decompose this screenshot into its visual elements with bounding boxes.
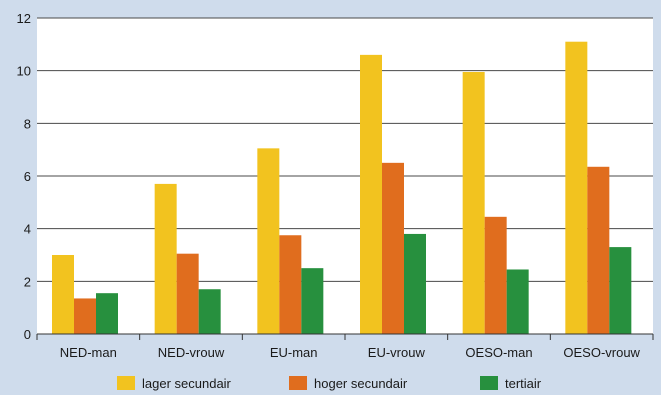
bar: [587, 166, 610, 334]
y-tick-label: 4: [24, 222, 31, 237]
x-tick-label: OESO-man: [465, 345, 532, 360]
bar: [565, 41, 588, 334]
x-tick-label: OESO-vrouw: [563, 345, 640, 360]
legend-swatch: [289, 376, 307, 390]
x-axis-ticks: NED-man NED-vrouw EU-man EU-vrouw OESO-man OE…: [36, 334, 654, 360]
bar: [382, 162, 404, 334]
legend-label: lager secundair: [142, 376, 232, 391]
bar: [176, 253, 199, 334]
bar: [74, 298, 96, 334]
bar: [484, 216, 507, 334]
x-tick-label: NED-man: [60, 345, 117, 360]
y-tick-label: 12: [17, 11, 31, 26]
legend: lager secundair hoger secundair tertiair: [117, 376, 542, 391]
y-tick-label: 10: [17, 64, 31, 79]
x-tick-label: NED-vrouw: [158, 345, 225, 360]
gridlines: [37, 17, 653, 282]
y-tick-label: 6: [24, 169, 31, 184]
bar: [404, 233, 426, 334]
bar: [52, 255, 74, 334]
x-tick-label: EU-vrouw: [368, 345, 426, 360]
bar: [609, 247, 632, 334]
bar: [462, 71, 485, 334]
bar: [506, 269, 529, 334]
y-axis-labels: 0 2 4 6 8 10 12: [17, 11, 31, 342]
y-tick-label: 2: [24, 274, 31, 289]
legend-swatch: [480, 376, 498, 390]
bar: [279, 235, 302, 334]
bar: [301, 268, 324, 334]
bars: [52, 41, 632, 334]
y-tick-label: 0: [24, 327, 31, 342]
bar: [96, 293, 118, 334]
legend-label: tertiair: [505, 376, 542, 391]
legend-label: hoger secundair: [314, 376, 408, 391]
bar: [154, 183, 177, 334]
bar: [360, 54, 382, 334]
bar: [198, 289, 221, 334]
x-tick-label: EU-man: [270, 345, 318, 360]
y-tick-label: 8: [24, 116, 31, 131]
bar: [257, 148, 280, 334]
legend-swatch: [117, 376, 135, 390]
